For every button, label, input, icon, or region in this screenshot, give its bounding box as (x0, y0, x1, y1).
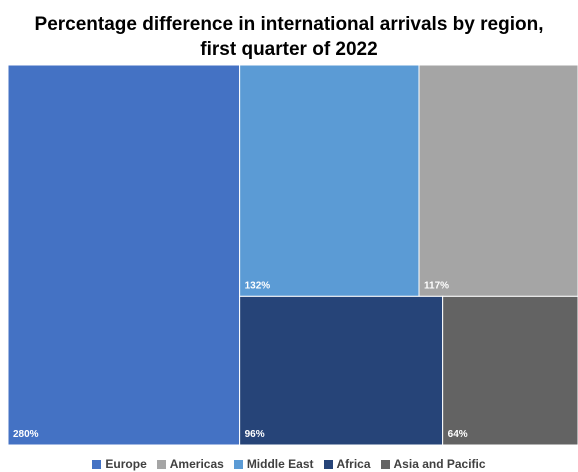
treemap-tile-middle-east (239, 64, 420, 297)
legend-swatch-middle-east (233, 459, 243, 469)
legend-item-americas: Americas (156, 457, 224, 471)
legend-label-africa: Africa (336, 457, 371, 471)
legend-item-europe: Europe (92, 457, 147, 471)
treemap-tile-africa (239, 295, 444, 446)
legend-swatch-africa (323, 459, 333, 469)
data-label-europe: 280% (13, 429, 39, 440)
data-label-americas: 117% (424, 280, 449, 291)
legend-swatch-europe (92, 459, 102, 469)
legend-label-middle-east: Middle East (246, 457, 314, 471)
legend-item-middle-east: Middle East (233, 457, 314, 471)
legend-label-europe: Europe (105, 457, 147, 471)
data-label-middle-east: 132% (245, 280, 271, 291)
data-label-asia-and-pacific: 64% (448, 429, 468, 440)
legend-item-africa: Africa (323, 457, 371, 471)
treemap-tile-europe (7, 64, 241, 446)
treemap-tile-asia-and-pacific (442, 295, 578, 446)
chart-legend: Europe Americas Middle East Africa Asia and … (0, 457, 578, 471)
legend-item-asia-and-pacific: Asia and Pacific (380, 457, 486, 471)
data-label-africa: 96% (245, 429, 265, 440)
treemap-tile-americas (418, 64, 578, 297)
legend-label-asia-and-pacific: Asia and Pacific (393, 457, 486, 471)
chart-title: Percentage difference in international a… (34, 14, 544, 60)
legend-swatch-asia-and-pacific (380, 459, 390, 469)
legend-swatch-americas (156, 459, 166, 469)
legend-label-americas: Americas (169, 457, 224, 471)
